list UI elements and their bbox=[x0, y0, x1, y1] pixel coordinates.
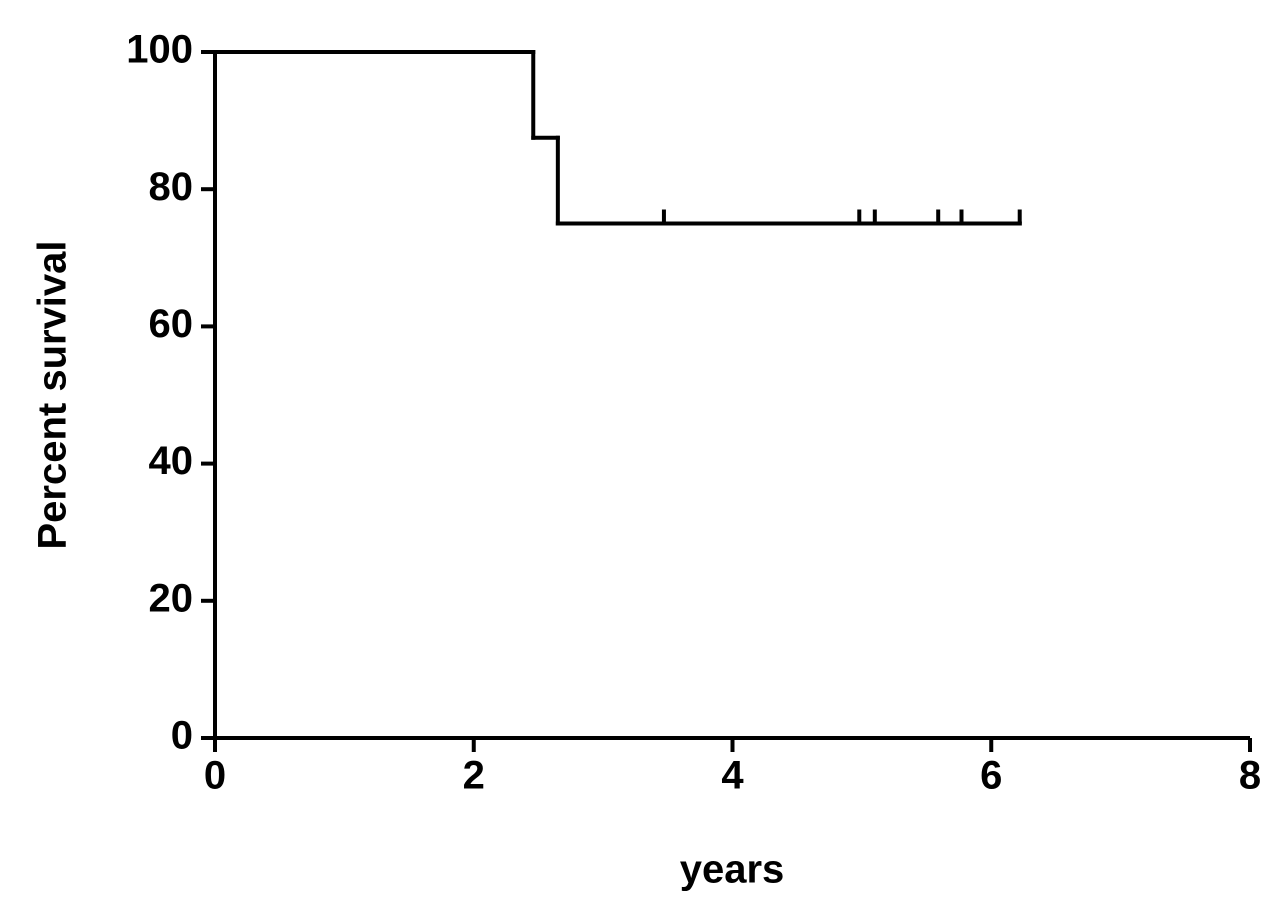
y-axis-label: Percent survival bbox=[31, 240, 75, 549]
y-tick-label: 100 bbox=[126, 28, 193, 72]
x-tick-label: 2 bbox=[463, 754, 485, 798]
x-axis-label: years bbox=[680, 848, 785, 892]
x-tick-label: 6 bbox=[980, 754, 1002, 798]
x-tick-label: 0 bbox=[204, 754, 226, 798]
y-tick-label: 60 bbox=[149, 302, 194, 346]
x-tick-label: 4 bbox=[721, 754, 744, 798]
y-tick-label: 0 bbox=[171, 714, 193, 758]
y-tick-label: 40 bbox=[149, 439, 194, 483]
y-tick-label: 20 bbox=[149, 576, 194, 620]
y-tick-label: 80 bbox=[149, 165, 194, 209]
x-tick-label: 8 bbox=[1239, 754, 1261, 798]
